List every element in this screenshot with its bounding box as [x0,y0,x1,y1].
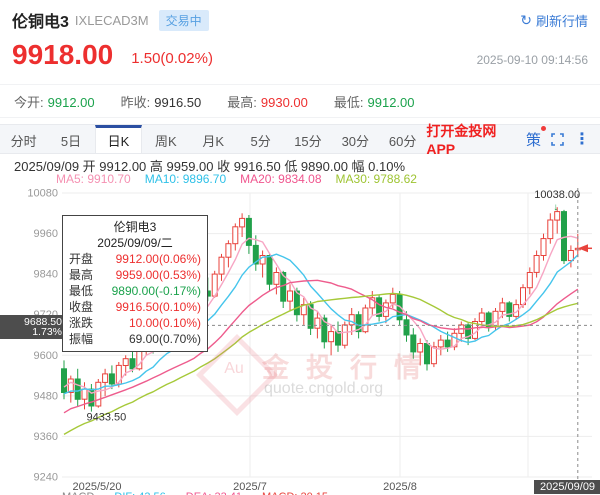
ma10-line [63,253,579,395]
annotations: 10038.00↓ 9433.50 [87,189,581,424]
ma20-legend: MA20: 9834.08 [240,172,322,186]
period-tabbar: 分时 5日 日K 周K 月K 5分 15分 30分 60分 打开金投网APP 策… [0,123,600,157]
tab-monthly-k[interactable]: 月K [202,134,225,149]
stat-open: 今开: 9912.00 [14,95,95,110]
instrument-code: IXLECAD3M [74,12,149,28]
strategy-button[interactable]: 策 [526,125,547,150]
instrument-title: 伦铜电3 [12,14,69,31]
last-price: 9918.00 [12,39,114,70]
refresh-quotes-button[interactable]: ↻ 刷新行情 [520,11,588,30]
tab-60min[interactable]: 60分 [388,134,417,149]
tab-15min[interactable]: 15分 [294,134,322,149]
svg-text:9433.50: 9433.50 [87,412,127,424]
svg-text:10038.00: 10038.00 [534,189,580,201]
ma30-legend: MA30: 9788.62 [335,172,417,186]
stat-prev-close: 昨收: 9916.50 [120,95,202,110]
fullscreen-icon[interactable] [551,132,564,146]
price-row: 9918.00 1.50(0.02%) [12,40,213,70]
chart-svg[interactable]: 1008099609840972096009480936092402025/5/… [0,185,600,495]
ma20-line [63,279,579,414]
tooltip-row-low: 最低 9890.00(-0.17%) [69,284,201,298]
refresh-label: 刷新行情 [535,13,588,29]
svg-text:↓: ↓ [553,202,558,213]
crosshair [62,188,592,479]
crosshair-price-label: 9688.50 1.73% [0,315,66,339]
indicator-row-clipped: MACD DIF: 43.56 DEA: 33.41 MACD: 20.15 [62,491,328,495]
daily-stats-row: 今开: 9912.00 昨收: 9916.50 最高: 9930.00 最低: 9912… [14,92,415,111]
candles [61,207,581,412]
tooltip-row-high: 最高 9959.00(0.53%) [69,268,201,282]
tooltip-row-open: 开盘 9912.00(0.06%) [69,252,201,266]
ma-legend: MA5: 9910.70 MA10: 9896.70 MA20: 9834.08… [56,172,417,186]
crosshair-date-label: 2025/09/09 [534,480,600,494]
tab-5day[interactable]: 5日 [60,134,82,149]
last-price-marker [578,244,588,253]
candlestick-chart[interactable]: 1008099609840972096009480936092402025/5/… [0,185,600,495]
divider [0,84,600,85]
tab-weekly-k[interactable]: 周K [155,134,177,149]
y-axis-labels: 100809960984097209600948093609240 [27,188,58,484]
ma30-line [63,292,578,436]
divider [0,117,600,118]
quote-timestamp: 2025-09-10 09:14:56 [476,53,588,67]
more-menu-icon[interactable]: ⋮ [574,131,591,148]
tooltip-row-change: 涨跌 10.00(0.10%) [69,316,201,330]
ma10-legend: MA10: 9896.70 [144,172,227,186]
refresh-icon: ↻ [520,11,532,28]
indicator-name: MACD [62,491,94,495]
svg-text:2025/8: 2025/8 [383,481,417,493]
svg-text:2025/7: 2025/7 [233,481,267,493]
indicator-dea: DEA: 33.41 [186,491,242,495]
svg-text:9600: 9600 [34,350,58,362]
svg-text:9960: 9960 [34,228,58,240]
header: 伦铜电3 IXLECAD3M 交易中 ↻ 刷新行情 [12,8,588,32]
tooltip-title: 伦铜电3 [113,220,157,234]
tab-daily-k[interactable]: 日K [94,125,143,153]
candle-tooltip: 伦铜电3 2025/09/09/二 开盘 9912.00(0.06%) 最高 995… [62,215,208,352]
svg-text:9240: 9240 [34,472,58,484]
tooltip-date: 2025/09/09/二 [97,236,173,250]
tabbar-actions: 打开金投网APP 策 ⋮ [426,123,600,157]
svg-text:9840: 9840 [34,269,58,281]
svg-text:2025/5/20: 2025/5/20 [73,481,122,493]
open-app-link[interactable]: 打开金投网APP [426,123,497,157]
tab-30min[interactable]: 30分 [341,134,370,149]
tab-minute[interactable]: 分时 [10,134,37,149]
stat-high: 最高: 9930.00 [227,95,308,110]
ohlc-info-line: 2025/09/09 开 9912.00 高 9959.00 收 9916.50… [14,159,406,174]
x-axis-labels: 2025/5/20 2025/7 2025/8 [73,481,417,493]
indicator-dif: DIF: 43.56 [114,491,165,495]
svg-text:9360: 9360 [34,431,58,443]
ma5-legend: MA5: 9910.70 [56,172,131,186]
tab-5min[interactable]: 5分 [250,134,271,149]
ma5-line [63,235,578,394]
svg-text:9480: 9480 [34,390,58,402]
stat-low: 最低: 9912.00 [333,95,415,110]
indicator-macd: MACD: 20.15 [262,491,328,495]
trading-status-badge: 交易中 [158,9,209,31]
tooltip-row-close: 收盘 9916.50(0.10%) [69,300,201,314]
tooltip-row-amplitude: 振幅 69.00(0.70%) [69,332,201,346]
notification-dot [541,125,547,131]
price-change: 1.50(0.02%) [131,50,213,67]
svg-text:10080: 10080 [27,188,58,200]
